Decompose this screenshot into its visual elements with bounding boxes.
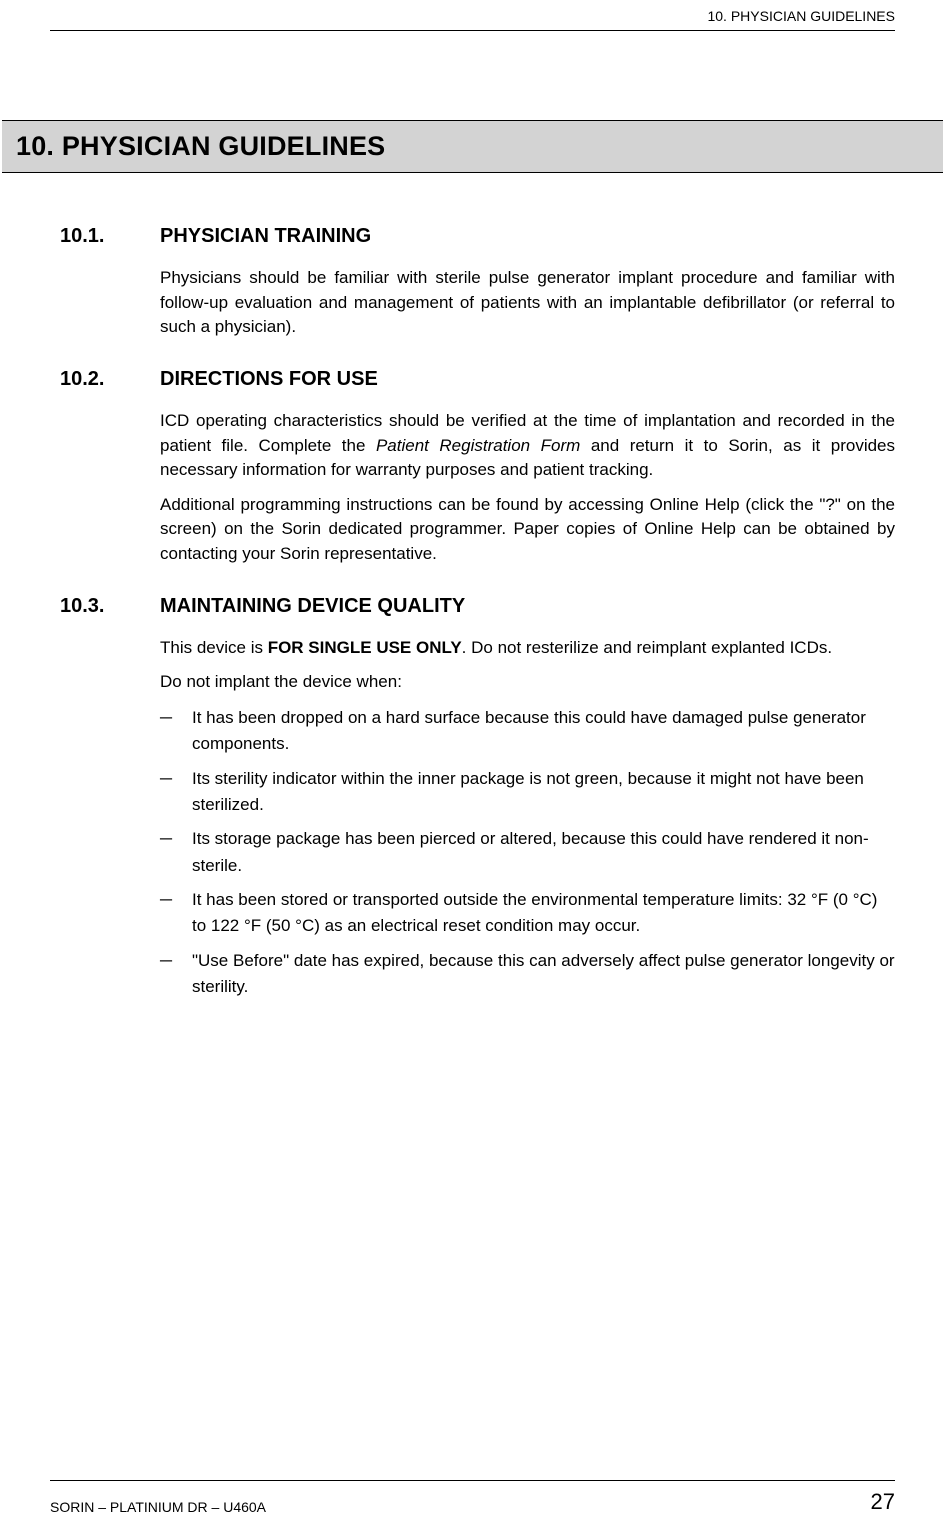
chapter-heading-bar: 10. PHYSICIAN GUIDELINES — [2, 120, 943, 173]
chapter-heading: 10. PHYSICIAN GUIDELINES — [16, 131, 927, 162]
italic-text: Patient Registration Form — [376, 436, 580, 455]
header-rule — [50, 30, 895, 31]
page-footer: SORIN – PLATINIUM DR – U460A 27 — [50, 1480, 895, 1515]
section-number: 10.1. — [60, 225, 160, 248]
paragraph: Do not implant the device when: — [160, 670, 895, 695]
section-10-3: 10.3. MAINTAINING DEVICE QUALITY This de… — [60, 595, 895, 1001]
section-body: Physicians should be familiar with steri… — [160, 266, 895, 340]
footer-document-id: SORIN – PLATINIUM DR – U460A — [50, 1499, 266, 1515]
text-run: This device is — [160, 638, 268, 657]
page: 10. PHYSICIAN GUIDELINES 10. PHYSICIAN G… — [0, 0, 945, 1533]
paragraph: Physicians should be familiar with steri… — [160, 266, 895, 340]
bold-text: FOR SINGLE USE ONLY — [268, 638, 462, 657]
list-item: It has been dropped on a hard surface be… — [160, 705, 895, 758]
running-header: 10. PHYSICIAN GUIDELINES — [707, 8, 895, 24]
text-run: . Do not resterilize and reimplant expla… — [462, 638, 832, 657]
paragraph: This device is FOR SINGLE USE ONLY. Do n… — [160, 636, 895, 661]
section-10-2: 10.2. DIRECTIONS FOR USE ICD operating c… — [60, 368, 895, 567]
page-number: 27 — [871, 1489, 895, 1515]
section-body: ICD operating characteristics should be … — [160, 409, 895, 567]
section-heading: 10.3. MAINTAINING DEVICE QUALITY — [60, 595, 895, 618]
chapter-title: PHYSICIAN GUIDELINES — [62, 131, 386, 161]
section-title: MAINTAINING DEVICE QUALITY — [160, 595, 465, 618]
section-10-1: 10.1. PHYSICIAN TRAINING Physicians shou… — [60, 225, 895, 340]
section-number: 10.2. — [60, 368, 160, 391]
paragraph: ICD operating characteristics should be … — [160, 409, 895, 483]
content-area: 10.1. PHYSICIAN TRAINING Physicians shou… — [60, 225, 895, 1028]
list-item: It has been stored or transported outsid… — [160, 887, 895, 940]
section-heading: 10.1. PHYSICIAN TRAINING — [60, 225, 895, 248]
paragraph: Additional programming instructions can … — [160, 493, 895, 567]
list-item: "Use Before" date has expired, because t… — [160, 948, 895, 1001]
section-title: DIRECTIONS FOR USE — [160, 368, 378, 391]
list-item: Its sterility indicator within the inner… — [160, 766, 895, 819]
section-heading: 10.2. DIRECTIONS FOR USE — [60, 368, 895, 391]
section-body: This device is FOR SINGLE USE ONLY. Do n… — [160, 636, 895, 1001]
bullet-list: It has been dropped on a hard surface be… — [160, 705, 895, 1000]
chapter-number: 10. — [16, 131, 54, 161]
section-title: PHYSICIAN TRAINING — [160, 225, 371, 248]
section-number: 10.3. — [60, 595, 160, 618]
list-item: Its storage package has been pierced or … — [160, 826, 895, 879]
